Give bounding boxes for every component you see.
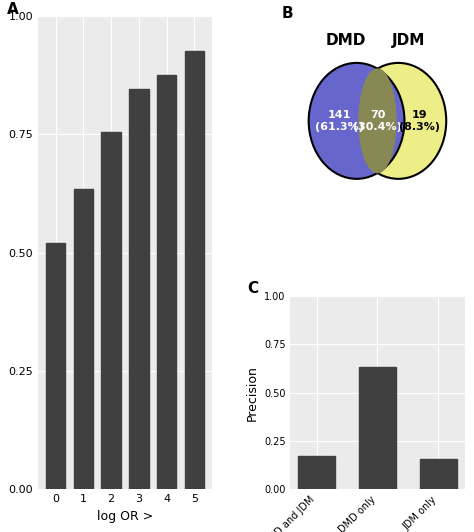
Text: 70
(30.4%): 70 (30.4%) (353, 110, 402, 132)
Bar (73, 189, 93, 489)
Text: 141
(61.3%): 141 (61.3%) (315, 110, 364, 132)
Y-axis label: Precision: Precision (246, 365, 258, 421)
Bar (298, 455, 335, 489)
Bar (359, 367, 396, 489)
Y-axis label: Precision: Precision (0, 225, 3, 281)
Ellipse shape (350, 63, 446, 179)
Bar (185, 52, 204, 489)
Bar (157, 75, 176, 489)
Bar (46, 243, 65, 489)
Text: B: B (282, 6, 293, 21)
Ellipse shape (358, 69, 397, 173)
X-axis label: log OR >: log OR > (97, 510, 153, 523)
Bar (101, 132, 121, 489)
Text: JDM: JDM (392, 34, 426, 48)
Text: DMD: DMD (326, 34, 366, 48)
Bar (420, 460, 456, 489)
Bar (129, 89, 148, 489)
Ellipse shape (309, 63, 404, 179)
Text: 19
(8.3%): 19 (8.3%) (399, 110, 440, 132)
Text: C: C (247, 281, 258, 296)
Text: A: A (7, 2, 18, 16)
